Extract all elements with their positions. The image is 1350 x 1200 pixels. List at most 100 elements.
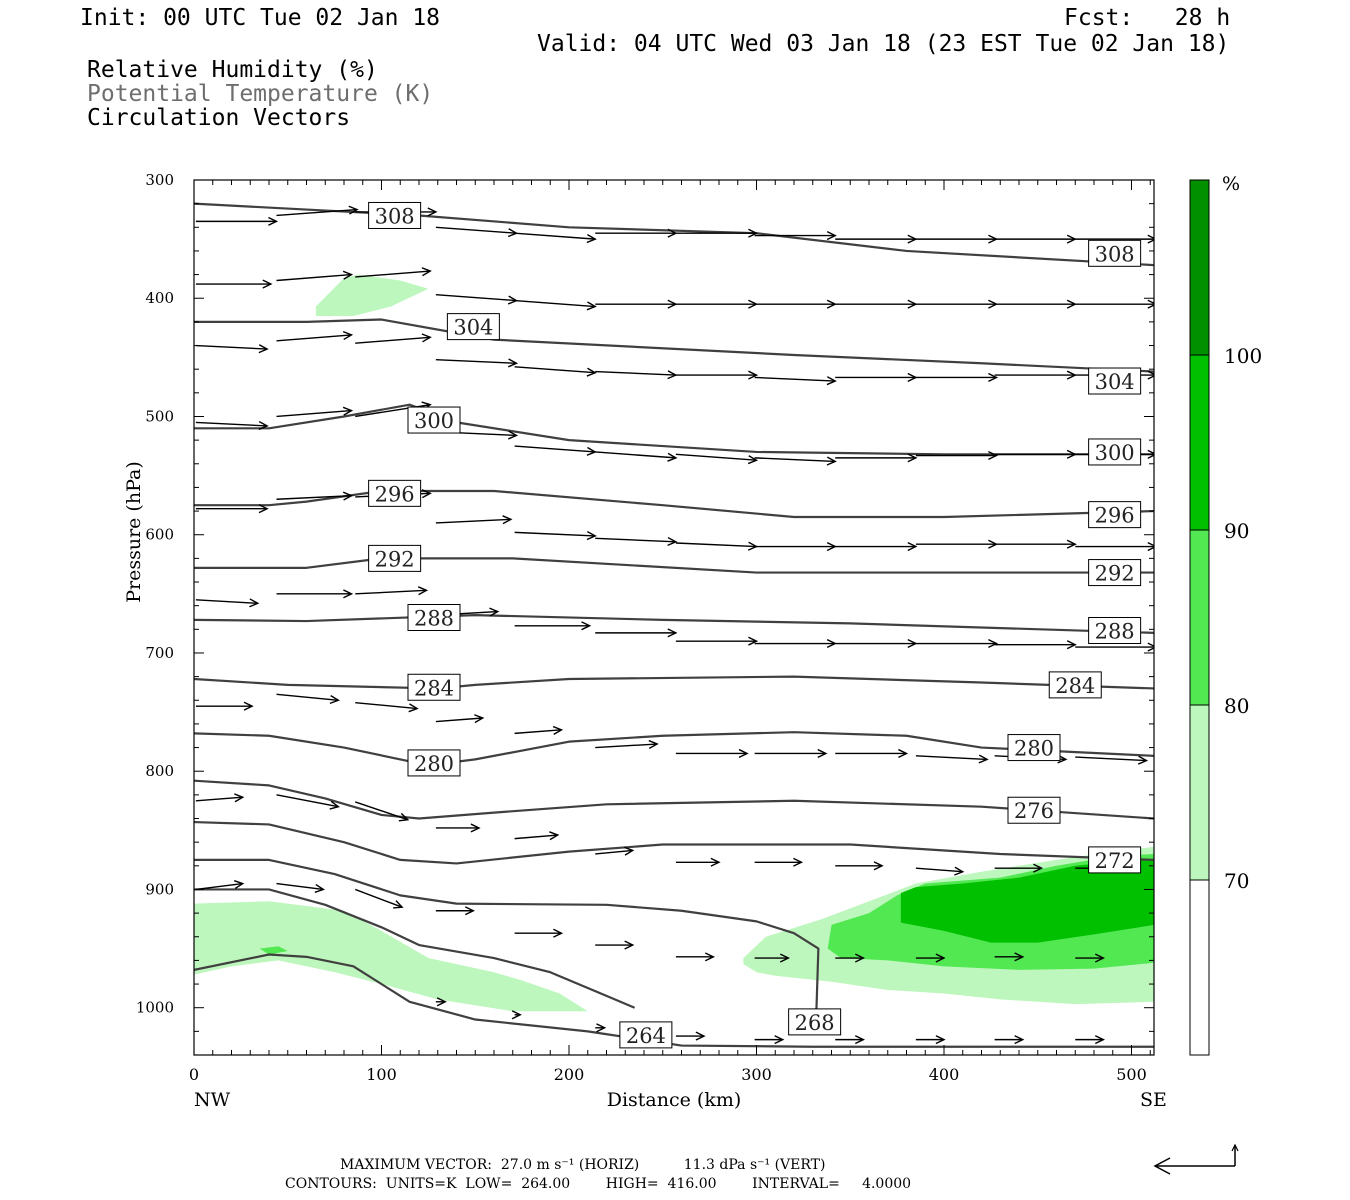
vector-head <box>342 330 354 341</box>
circulation-vector <box>675 636 759 646</box>
circulation-vector <box>675 228 759 238</box>
vector-head <box>474 714 485 724</box>
vector-head <box>738 748 749 759</box>
vector-head <box>667 536 678 547</box>
vector-shaft <box>595 743 658 749</box>
circulation-vector <box>514 445 597 456</box>
vector-head <box>1147 370 1154 380</box>
vector-head <box>243 701 254 711</box>
vector-shaft <box>514 299 596 308</box>
colorbar: 70 80 90 100 <box>1189 179 1262 1056</box>
vector-head <box>710 857 721 867</box>
vector-shaft <box>276 273 352 282</box>
vector-shaft <box>355 270 431 278</box>
rh-region-80-4 <box>259 946 288 955</box>
vector-head <box>873 861 884 871</box>
vector-head <box>421 267 432 277</box>
vector-head <box>1033 863 1044 873</box>
circulation-vector <box>915 1035 946 1045</box>
vector-head <box>779 953 790 963</box>
vector-shaft <box>915 867 963 873</box>
contour-label-276: 276 <box>1007 796 1061 824</box>
theta-contour-264-12 <box>194 953 1154 1048</box>
circulation-vector <box>355 267 432 278</box>
circulation-vector <box>355 333 432 344</box>
contour-label-268: 268 <box>788 1008 842 1036</box>
contour-label-304: 304 <box>446 313 500 341</box>
vector-head <box>464 906 475 916</box>
init-time: Init: 00 UTC Tue 02 Jan 18 <box>80 5 441 31</box>
contour-label-box <box>619 1021 673 1049</box>
vector-head <box>817 748 828 759</box>
circulation-vector <box>435 515 513 525</box>
contour-label-text: 296 <box>375 482 415 506</box>
colorbar-label: 70 <box>1224 869 1249 893</box>
vector-head <box>667 452 678 462</box>
contour-label-box <box>1088 846 1142 874</box>
vector-shaft <box>514 834 558 840</box>
vector-head <box>624 940 635 950</box>
vector-head <box>262 279 273 289</box>
vector-head <box>1094 953 1105 963</box>
vector-shaft <box>276 693 339 701</box>
contour-label-box <box>1088 559 1142 587</box>
vector-shaft <box>675 542 757 548</box>
contour-label-308: 308 <box>368 201 422 229</box>
circulation-vector <box>675 541 759 551</box>
contour-label-text: 272 <box>1095 849 1135 873</box>
circulation-vector <box>675 453 759 465</box>
contour-label-308: 308 <box>1088 239 1142 267</box>
circulation-vector <box>276 794 340 810</box>
vector-shaft <box>195 421 268 427</box>
circulation-vector <box>675 748 749 759</box>
max-vector-note: MAXIMUM VECTOR: 27.0 m s⁻¹ (HORIZ) 11.3 … <box>340 1157 826 1173</box>
vector-head <box>748 228 759 238</box>
circulation-vector <box>276 882 325 893</box>
circulation-vector <box>595 846 635 856</box>
circulation-vector <box>994 370 1077 380</box>
contour-label-box <box>1007 796 1061 824</box>
contours-note: CONTOURS: UNITS=K LOW= 264.00 HIGH= 416.… <box>285 1176 912 1192</box>
contour-label-text: 296 <box>1095 504 1135 528</box>
circulation-vector <box>994 1035 1025 1045</box>
contour-label-text: 308 <box>1095 242 1135 266</box>
circulation-vector <box>675 1031 706 1041</box>
vector-head <box>978 754 989 764</box>
vector-head <box>417 586 429 596</box>
circulation-vector <box>994 952 1025 962</box>
vector-head <box>258 504 269 514</box>
y-tick-label: 800 <box>145 762 174 780</box>
legend-vectors: Circulation Vectors <box>87 105 351 131</box>
x-tick-label: 500 <box>1116 1065 1147 1084</box>
x-left-label: NW <box>194 1089 231 1111</box>
vector-head <box>502 515 513 525</box>
circulation-vector <box>675 299 759 309</box>
circulation-vector <box>754 638 837 649</box>
vector-shaft <box>595 451 676 459</box>
circulation-vector <box>595 370 678 380</box>
vector-shaft <box>195 882 243 891</box>
contour-label-box <box>1088 501 1142 529</box>
circulation-vector <box>514 299 597 311</box>
circulation-vector <box>195 344 269 354</box>
contour-label-304: 304 <box>1088 367 1142 395</box>
vector-shaft <box>435 359 517 364</box>
vector-head <box>748 370 759 380</box>
circulation-vector <box>994 234 1077 244</box>
vector-head <box>907 453 918 463</box>
vector-head <box>511 1010 522 1020</box>
contour-label-text: 280 <box>414 752 454 776</box>
y-tick-label: 400 <box>145 289 174 307</box>
contour-label-300: 300 <box>407 406 461 434</box>
contour-label-box <box>407 749 461 777</box>
circulation-vector <box>835 372 918 383</box>
circulation-vector <box>195 701 254 711</box>
circulation-vector <box>835 748 909 759</box>
circulation-vector <box>835 638 918 649</box>
circulation-vector <box>675 952 715 962</box>
vector-head <box>954 866 965 876</box>
circulation-vector <box>435 714 485 724</box>
contour-label-text: 304 <box>1095 370 1135 394</box>
rh-region-90-5 <box>900 858 1154 943</box>
circulation-vector <box>355 888 404 909</box>
